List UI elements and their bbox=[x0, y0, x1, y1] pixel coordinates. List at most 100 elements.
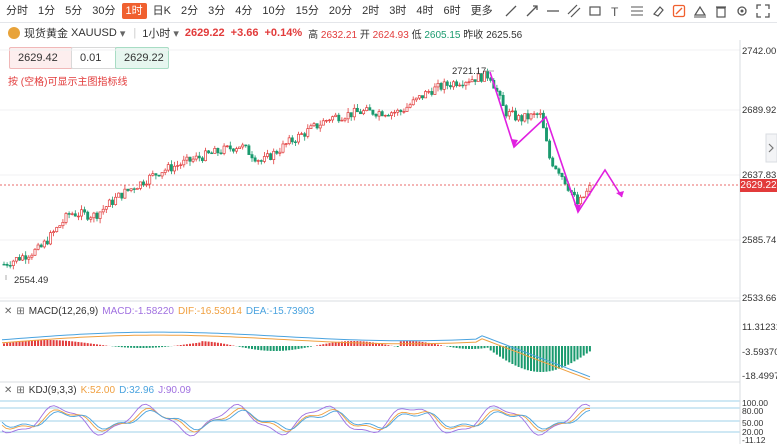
macd-bar bbox=[214, 342, 216, 346]
macd-bar bbox=[456, 346, 458, 348]
candle bbox=[387, 114, 389, 116]
candle bbox=[186, 154, 188, 164]
candle bbox=[474, 80, 476, 85]
macd-bar bbox=[208, 342, 210, 346]
candle bbox=[53, 230, 55, 237]
macd-bar bbox=[267, 346, 269, 351]
macd-bar bbox=[434, 344, 436, 346]
dea-label: DEA:-15.73903 bbox=[246, 306, 314, 317]
candle bbox=[99, 211, 101, 223]
macd-bar bbox=[573, 346, 575, 361]
candle bbox=[505, 104, 507, 118]
macd-bar bbox=[502, 346, 504, 359]
candle bbox=[37, 243, 39, 251]
macd-tick: 11.31231 bbox=[742, 322, 777, 333]
candle bbox=[12, 260, 14, 270]
candle bbox=[18, 254, 20, 261]
candle bbox=[462, 80, 464, 88]
candle bbox=[15, 257, 17, 263]
candle bbox=[518, 114, 520, 122]
candle bbox=[28, 255, 30, 264]
macd-bar bbox=[462, 346, 464, 349]
candle bbox=[251, 151, 253, 162]
high-marker-label: 2721.17 bbox=[452, 66, 486, 77]
candle bbox=[304, 132, 306, 141]
macd-bar bbox=[465, 346, 467, 349]
expand-box-icon[interactable]: ⊞ bbox=[16, 306, 24, 317]
candle bbox=[155, 173, 157, 179]
candle bbox=[530, 113, 532, 121]
candle bbox=[390, 111, 392, 119]
macd-bar bbox=[561, 346, 563, 368]
candle bbox=[183, 156, 185, 168]
macd-bar bbox=[68, 341, 70, 346]
candle bbox=[56, 227, 58, 233]
candle bbox=[214, 146, 216, 154]
expand-box-icon[interactable]: ⊞ bbox=[16, 385, 24, 396]
candle bbox=[294, 140, 296, 146]
macd-bar bbox=[25, 341, 27, 346]
candle bbox=[229, 142, 231, 152]
macd-bar bbox=[189, 344, 191, 346]
macd-bar bbox=[282, 346, 284, 351]
macd-bar bbox=[257, 346, 259, 350]
macd-bar bbox=[316, 345, 318, 346]
candle bbox=[130, 188, 132, 192]
candle bbox=[180, 162, 182, 168]
macd-bar bbox=[3, 343, 5, 346]
macd-bar bbox=[180, 345, 182, 346]
candle bbox=[111, 197, 113, 208]
candle bbox=[452, 80, 454, 90]
collapse-icon[interactable]: ✕ bbox=[4, 385, 12, 396]
candle bbox=[381, 110, 383, 116]
candle bbox=[446, 80, 448, 89]
candle bbox=[22, 253, 24, 261]
candle bbox=[549, 139, 551, 160]
candle bbox=[62, 219, 64, 229]
candle bbox=[332, 116, 334, 123]
candle bbox=[279, 148, 281, 156]
macd-title-bar: ✕ ⊞ MACD(12,26,9) MACD:-1.58220 DIF:-16.… bbox=[4, 306, 314, 317]
candle bbox=[421, 96, 423, 100]
candle bbox=[459, 83, 461, 87]
macd-bar bbox=[12, 342, 14, 346]
candle bbox=[580, 195, 582, 205]
candle bbox=[245, 144, 247, 147]
macd-bar bbox=[71, 341, 73, 346]
macd-bar bbox=[77, 342, 79, 346]
candle bbox=[74, 210, 76, 216]
current-price-tag: 2629.22 bbox=[740, 179, 777, 192]
macd-bar bbox=[19, 342, 21, 346]
macd-bar bbox=[384, 345, 386, 346]
kdj-d-line bbox=[2, 410, 590, 430]
macd-bar bbox=[84, 343, 86, 346]
collapse-icon[interactable]: ✕ bbox=[4, 306, 12, 317]
candle bbox=[167, 162, 169, 172]
candle bbox=[394, 110, 396, 117]
expand-panel-handle[interactable] bbox=[766, 134, 777, 162]
candle bbox=[328, 119, 330, 123]
candle bbox=[403, 109, 405, 114]
macd-bar bbox=[223, 344, 225, 346]
macd-bar bbox=[56, 340, 58, 346]
candle bbox=[93, 212, 95, 223]
candle bbox=[536, 112, 538, 118]
candle bbox=[108, 199, 110, 207]
macd-bar bbox=[260, 346, 262, 350]
dif-line bbox=[2, 332, 590, 377]
price-tick: 2533.66 bbox=[742, 293, 776, 304]
macd-bar bbox=[248, 346, 250, 349]
macd-bar bbox=[205, 341, 207, 346]
macd-bar bbox=[201, 341, 203, 346]
macd-bar bbox=[527, 346, 529, 370]
candle bbox=[409, 103, 411, 109]
macd-bar bbox=[50, 340, 52, 346]
macd-bar bbox=[229, 345, 231, 346]
macd-tick: -18.49971 bbox=[742, 371, 777, 382]
user-drawings[interactable] bbox=[490, 72, 624, 212]
macd-bar bbox=[102, 345, 104, 346]
macd-bar bbox=[310, 346, 312, 347]
candle bbox=[443, 79, 445, 94]
candle bbox=[6, 262, 8, 268]
